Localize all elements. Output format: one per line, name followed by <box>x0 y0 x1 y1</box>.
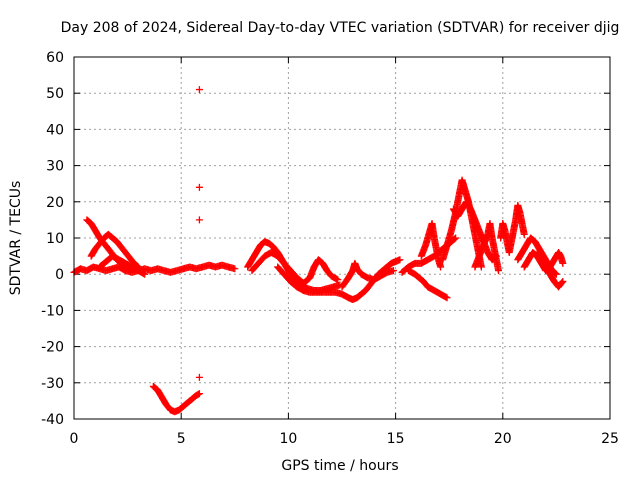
data-point <box>195 86 203 94</box>
y-tick-label: 20 <box>46 195 64 211</box>
y-tick-label: 30 <box>46 159 64 175</box>
x-tick-label: 20 <box>494 431 512 447</box>
x-tick-label: 5 <box>177 431 186 447</box>
data-point <box>141 270 149 278</box>
data-points <box>70 86 567 416</box>
data-point <box>443 294 451 302</box>
data-point <box>195 390 203 398</box>
data-point <box>195 373 203 381</box>
x-axis-label: GPS time / hours <box>281 458 398 474</box>
y-tick-label: 60 <box>46 50 64 66</box>
data-point <box>495 267 503 275</box>
chart-title: Day 208 of 2024, Sidereal Day-to-day VTE… <box>61 20 620 36</box>
y-tick-label: 50 <box>46 86 64 102</box>
x-tick-label: 15 <box>387 431 405 447</box>
data-point <box>477 263 485 271</box>
y-tick-label: -20 <box>41 340 64 356</box>
y-tick-label: 40 <box>46 122 64 138</box>
data-point <box>231 265 239 273</box>
y-tick-label: 10 <box>46 231 64 247</box>
x-tick-label: 0 <box>70 431 79 447</box>
data-point <box>195 183 203 191</box>
data-point <box>559 259 567 267</box>
data-point <box>396 256 404 264</box>
axis-ticks: 0 5 10 15 20 25 -40 -30 -20 -10 0 10 20 30 40 50 60 <box>41 50 619 447</box>
y-tick-label: -10 <box>41 303 64 319</box>
data-point <box>437 263 445 271</box>
data-point <box>334 276 342 284</box>
y-axis-label: SDTVAR / TECUs <box>8 181 24 296</box>
plot-frame <box>73 56 611 420</box>
data-point <box>552 270 560 278</box>
y-tick-label: -40 <box>41 412 64 428</box>
data-point <box>558 279 566 287</box>
y-tick-label: -30 <box>41 376 64 392</box>
data-point <box>389 267 397 275</box>
data-point <box>559 277 567 285</box>
x-tick-label: 10 <box>279 431 297 447</box>
data-point <box>552 269 560 277</box>
data-point <box>520 230 528 238</box>
grid-lines <box>74 57 610 419</box>
data-point <box>452 234 460 242</box>
data-point <box>195 216 203 224</box>
x-tick-label: 25 <box>601 431 619 447</box>
y-tick-label: 0 <box>55 267 64 283</box>
